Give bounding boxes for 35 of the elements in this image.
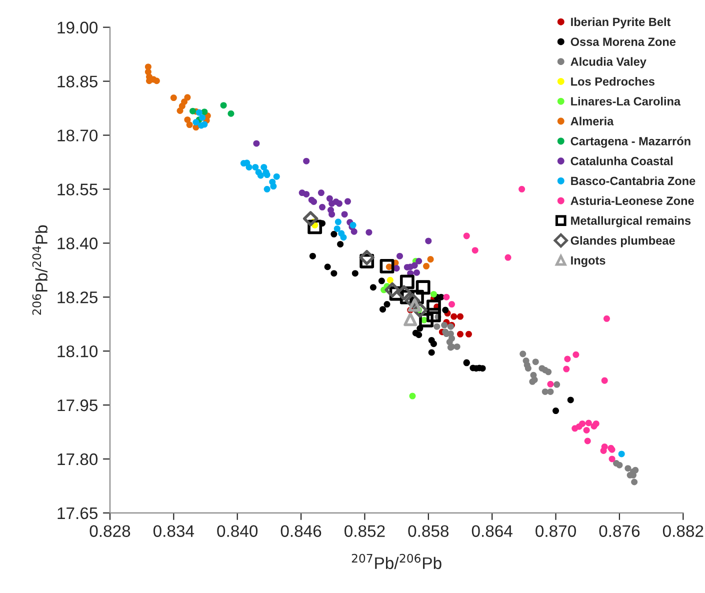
y-tick-label: 18.40 [58, 238, 98, 250]
legend-label: Ingots [571, 256, 606, 268]
x-tick-label: 0.870 [536, 525, 576, 537]
x-tick-label: 0.828 [90, 525, 130, 537]
y-tick-label: 17.80 [58, 453, 98, 466]
y-tick-label: 17.95 [58, 399, 98, 412]
legend-label: Metallurgical remains [571, 216, 691, 228]
y-tick-label: 18.25 [58, 291, 98, 304]
y-tick-label: 17.65 [58, 507, 98, 520]
x-tick-label: 0.846 [280, 525, 322, 537]
y-axis-title: $^{206}$Pb/$^{204}$Pb [32, 225, 48, 315]
legend-label: Ossa Morena Zone [570, 38, 676, 46]
legend-label: Basco-Cantabria Zone [571, 176, 696, 186]
x-tick-label: 0.852 [344, 525, 385, 537]
y-tick-label: 18.70 [58, 130, 98, 142]
legend-label: Los Pedroches [571, 77, 654, 86]
x-tick-label: 0.834 [153, 525, 194, 537]
y-tick-label: 18.55 [58, 184, 98, 196]
y-tick-label: 18.85 [58, 76, 98, 88]
legend-label: Alcudia Valey [570, 57, 646, 68]
x-tick-label: 0.840 [217, 525, 258, 537]
legend-label: Glandes plumbeae [570, 236, 675, 248]
x-tick-label: 0.858 [408, 525, 449, 537]
x-tick-label: 0.876 [599, 525, 640, 537]
legend-label: Asturia-Leonese Zone [570, 196, 694, 205]
legend-label: Cartagena - Mazarrón [570, 136, 690, 148]
legend-label: Almeria [570, 116, 614, 126]
y-tick-label: 18.10 [58, 345, 98, 358]
x-tick-label: 0.864 [472, 525, 512, 537]
legend-label: Iberian Pyrite Belt [571, 17, 671, 28]
legend-label: Catalunha Coastal [570, 156, 672, 166]
legend-label: Linares-La Carolina [571, 96, 681, 106]
x-tick-label: 0.882 [662, 525, 704, 537]
x-axis-title: $^{207}$Pb/$^{206}$Pb [352, 554, 442, 570]
y-tick-label: 19.00 [58, 22, 98, 34]
